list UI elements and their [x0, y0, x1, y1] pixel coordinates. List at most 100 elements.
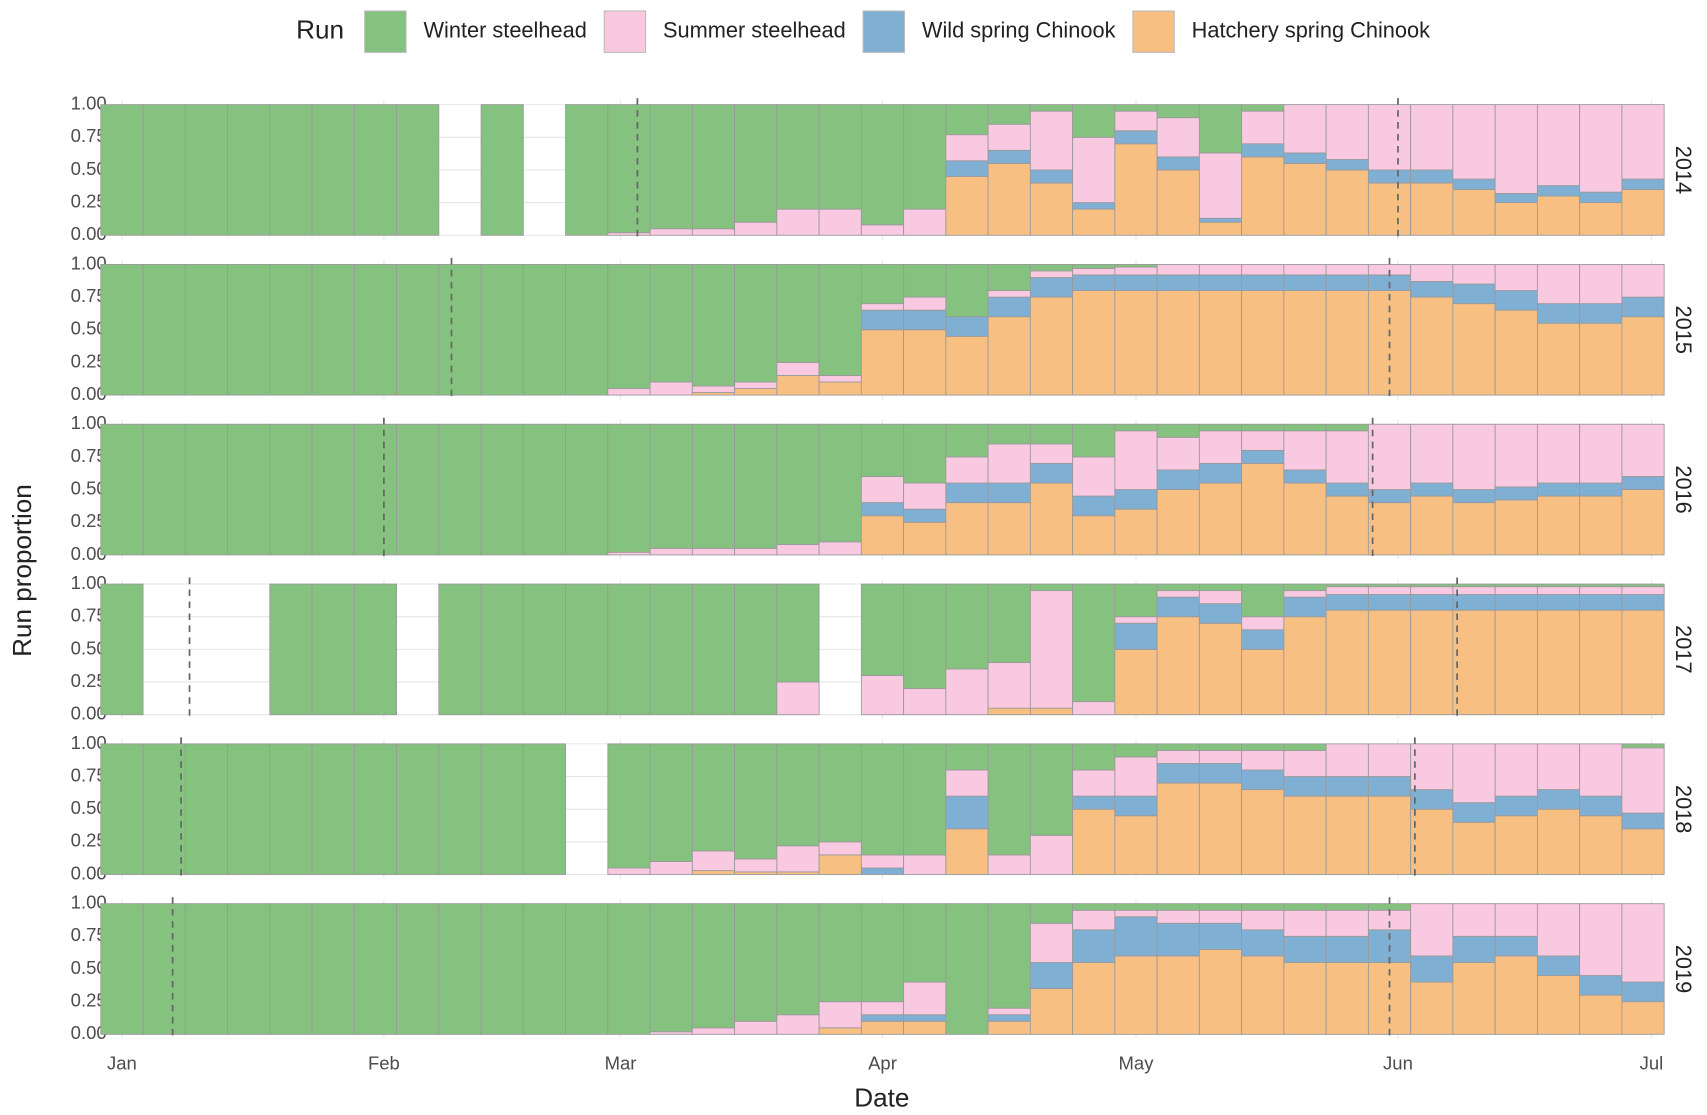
bar-segment [903, 1014, 947, 1022]
bar-segment [1156, 469, 1200, 491]
bar-segment [1156, 290, 1200, 396]
bar-segment [1452, 935, 1496, 963]
bar-segment [1283, 903, 1327, 911]
bar-segment [1241, 616, 1285, 631]
bar-segment [1367, 182, 1412, 236]
bar-segment [1536, 975, 1581, 1035]
bar-segment [1494, 903, 1538, 937]
bar-segment [987, 1007, 1031, 1016]
bar-segment [1536, 482, 1581, 497]
bar-segment [1325, 274, 1369, 291]
bar-segment [1072, 808, 1116, 875]
bar-segment [1156, 909, 1200, 924]
bar-segment [1114, 110, 1158, 132]
bar-segment [1494, 202, 1538, 236]
bar-segment [1494, 935, 1538, 957]
bar-segment [1494, 586, 1538, 595]
bar-segment [1029, 296, 1074, 396]
bar-segment [1452, 423, 1496, 491]
bar-segment [227, 104, 271, 236]
bar-segment [607, 423, 651, 553]
bar-segment [1156, 423, 1200, 438]
bar-segment [100, 104, 144, 236]
bar-segment [1536, 303, 1581, 324]
bar-segment [1579, 743, 1623, 797]
bar-segment [1156, 743, 1200, 751]
bar-segment [1072, 290, 1116, 396]
bar-segment [1156, 274, 1200, 291]
bar-segment [1579, 202, 1623, 236]
bar-segment [649, 381, 693, 396]
bar-segment [903, 329, 947, 396]
bar-segment [945, 335, 989, 396]
bar-segment [1621, 981, 1665, 1003]
bar-segment [1072, 909, 1116, 931]
bar-segment [776, 208, 820, 236]
bar-segment [1029, 922, 1074, 963]
bar-segment [818, 264, 862, 376]
bar-segment [1241, 955, 1285, 1035]
bar-segment [1536, 423, 1581, 484]
bar-segment [818, 841, 862, 856]
bar-segment [1072, 701, 1116, 716]
bar-segment [1072, 208, 1116, 236]
bar-segment [860, 423, 905, 477]
bar-segment [1494, 309, 1538, 396]
bar-segment [776, 361, 820, 376]
legend-label: Hatchery spring Chinook [1192, 17, 1430, 42]
bar-segment [776, 845, 820, 873]
bar-segment [1325, 104, 1369, 160]
bar-segment [945, 264, 989, 318]
bar-segment [1156, 616, 1200, 716]
bar-segment [649, 423, 693, 549]
bar-segment [1367, 502, 1412, 556]
bar-segment [1452, 802, 1496, 823]
bar-segment [1579, 482, 1623, 497]
bar-segment [903, 508, 947, 523]
bar-segment [987, 290, 1031, 298]
bar-segment [1241, 156, 1285, 236]
bar-segment [1410, 789, 1454, 810]
bar-segment [1536, 195, 1581, 236]
bar-segment [480, 903, 524, 1035]
bar-segment [903, 309, 947, 331]
bar-segment [1283, 776, 1327, 797]
bar-segment [945, 583, 989, 670]
bar-segment [1156, 169, 1200, 236]
bar-segment [1452, 189, 1496, 236]
bar-segment [1621, 812, 1665, 830]
bar-segment [1367, 423, 1412, 491]
bar-segment [438, 743, 482, 875]
bar-segment [987, 104, 1031, 125]
bar-segment [1241, 264, 1285, 276]
legend-label: Winter steelhead [423, 17, 586, 42]
bar-segment [734, 1020, 778, 1035]
bar-segment [1621, 609, 1665, 716]
bar-segment [607, 583, 651, 716]
bar-segment [1410, 182, 1454, 236]
bar-segment [903, 1020, 947, 1035]
bar-segment [1325, 935, 1369, 963]
bar-segment [776, 903, 820, 1016]
bar-segment [734, 388, 778, 396]
bar-segment [1367, 594, 1412, 611]
bar-segment [353, 903, 398, 1035]
bar-segment [565, 104, 609, 236]
bar-segment [945, 134, 989, 162]
y-tick-label: 1.00 [71, 412, 107, 433]
y-tick-label: 0.00 [71, 862, 107, 883]
bar-segment [1452, 264, 1496, 285]
bar-segment [1029, 962, 1074, 990]
bar-segment [1029, 590, 1074, 709]
bar-segment [1410, 423, 1454, 484]
bar-segment [1410, 594, 1454, 611]
bar-segment [1156, 156, 1200, 171]
bar-segment [1621, 189, 1665, 236]
bar-segment [1579, 815, 1623, 875]
bar-segment [1283, 274, 1327, 291]
bar-segment [987, 123, 1031, 151]
bar-segment [987, 149, 1031, 164]
bar-segment [860, 1014, 905, 1022]
bar-segment [1579, 994, 1623, 1035]
bar-segment [818, 381, 862, 396]
